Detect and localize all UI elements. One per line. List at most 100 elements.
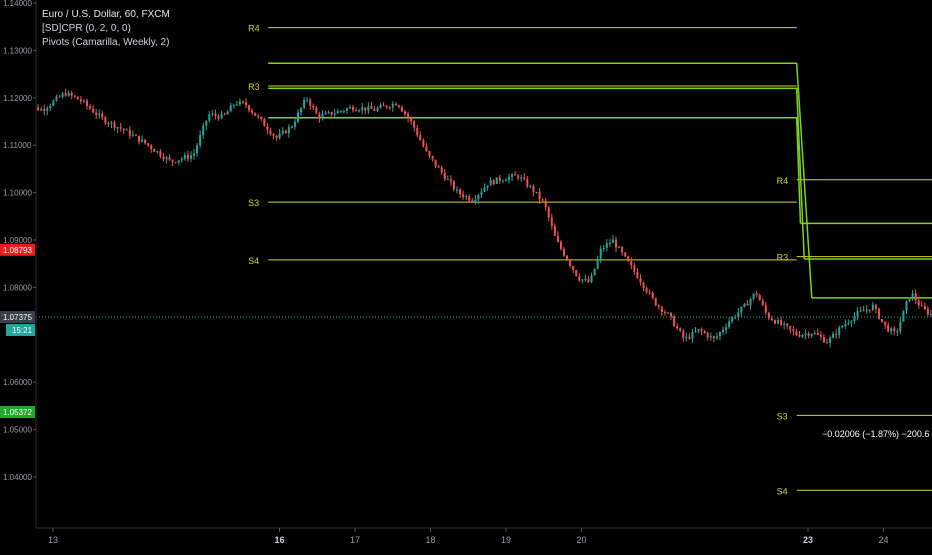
candle[interactable] xyxy=(391,103,394,108)
candle[interactable] xyxy=(125,129,128,131)
candle[interactable] xyxy=(813,332,816,334)
candle[interactable] xyxy=(529,185,532,187)
candle[interactable] xyxy=(569,260,572,266)
candle[interactable] xyxy=(526,179,529,187)
candle[interactable] xyxy=(926,309,929,315)
candle[interactable] xyxy=(352,106,355,111)
candle[interactable] xyxy=(651,292,654,299)
candle[interactable] xyxy=(755,293,758,295)
candle[interactable] xyxy=(407,114,410,119)
candle[interactable] xyxy=(223,113,226,115)
candle[interactable] xyxy=(364,107,367,111)
candle[interactable] xyxy=(670,312,673,317)
candle[interactable] xyxy=(581,279,584,281)
candle[interactable] xyxy=(113,122,116,129)
candle[interactable] xyxy=(749,298,752,306)
candle[interactable] xyxy=(251,110,254,113)
candle[interactable] xyxy=(874,304,877,309)
candle[interactable] xyxy=(599,248,602,259)
candle[interactable] xyxy=(52,100,55,106)
candle[interactable] xyxy=(342,110,345,112)
candle[interactable] xyxy=(483,187,486,192)
candle[interactable] xyxy=(715,336,718,339)
candle[interactable] xyxy=(388,107,391,109)
candle[interactable] xyxy=(64,93,67,96)
candle[interactable] xyxy=(517,175,520,179)
candle[interactable] xyxy=(79,99,82,102)
candle[interactable] xyxy=(196,145,199,154)
candle[interactable] xyxy=(697,329,700,332)
candle[interactable] xyxy=(887,324,890,332)
candle[interactable] xyxy=(865,309,868,311)
candle[interactable] xyxy=(217,115,220,119)
candle[interactable] xyxy=(786,323,789,327)
candle[interactable] xyxy=(348,106,351,109)
candle[interactable] xyxy=(440,167,443,173)
candle[interactable] xyxy=(193,153,196,156)
candle[interactable] xyxy=(312,105,315,108)
candle[interactable] xyxy=(881,318,884,322)
candle[interactable] xyxy=(269,130,272,135)
candle[interactable] xyxy=(171,159,174,162)
candle[interactable] xyxy=(306,99,309,101)
candle[interactable] xyxy=(673,316,676,327)
candle[interactable] xyxy=(920,305,923,307)
indicator-pivots-label[interactable]: Pivots (Camarilla, Weekly, 2) xyxy=(42,37,170,48)
candle[interactable] xyxy=(379,105,382,108)
candle[interactable] xyxy=(95,112,98,115)
candle[interactable] xyxy=(504,180,507,182)
candle[interactable] xyxy=(275,135,278,139)
candle[interactable] xyxy=(471,200,474,202)
candle[interactable] xyxy=(278,133,281,139)
candle[interactable] xyxy=(205,120,208,126)
candle[interactable] xyxy=(666,312,669,314)
candle[interactable] xyxy=(737,312,740,317)
candle[interactable] xyxy=(92,108,95,113)
candle[interactable] xyxy=(404,111,407,115)
candle[interactable] xyxy=(107,123,110,125)
candle[interactable] xyxy=(694,331,697,333)
candle[interactable] xyxy=(449,179,452,182)
candle[interactable] xyxy=(746,303,749,306)
candle[interactable] xyxy=(82,100,85,102)
candle[interactable] xyxy=(657,305,660,307)
candle[interactable] xyxy=(431,155,434,160)
candle[interactable] xyxy=(98,113,101,115)
candle[interactable] xyxy=(370,106,373,109)
candle[interactable] xyxy=(495,177,498,185)
candle[interactable] xyxy=(287,127,290,134)
candle[interactable] xyxy=(465,196,468,198)
candle[interactable] xyxy=(254,112,257,116)
candle[interactable] xyxy=(899,321,902,332)
candle[interactable] xyxy=(330,111,333,115)
candle[interactable] xyxy=(645,288,648,293)
candle[interactable] xyxy=(722,329,725,333)
candle[interactable] xyxy=(563,248,566,256)
candle[interactable] xyxy=(679,328,682,331)
candle[interactable] xyxy=(844,323,847,327)
candle[interactable] xyxy=(153,149,156,152)
candle[interactable] xyxy=(633,265,636,272)
candle[interactable] xyxy=(147,143,150,146)
candle[interactable] xyxy=(575,270,578,277)
candle[interactable] xyxy=(767,312,770,319)
candle[interactable] xyxy=(232,104,235,106)
candle[interactable] xyxy=(856,311,859,317)
candle[interactable] xyxy=(859,310,862,312)
candle[interactable] xyxy=(202,125,205,136)
candle[interactable] xyxy=(141,139,144,142)
candle[interactable] xyxy=(293,121,296,127)
candle[interactable] xyxy=(608,242,611,244)
candle[interactable] xyxy=(116,127,119,129)
candle[interactable] xyxy=(841,326,844,328)
candle[interactable] xyxy=(397,105,400,107)
candle[interactable] xyxy=(245,102,248,106)
candle[interactable] xyxy=(373,108,376,111)
candle[interactable] xyxy=(829,337,832,343)
candle[interactable] xyxy=(468,196,471,201)
candle[interactable] xyxy=(168,157,171,160)
candle[interactable] xyxy=(110,122,113,124)
candle[interactable] xyxy=(443,172,446,180)
candle[interactable] xyxy=(257,115,260,117)
